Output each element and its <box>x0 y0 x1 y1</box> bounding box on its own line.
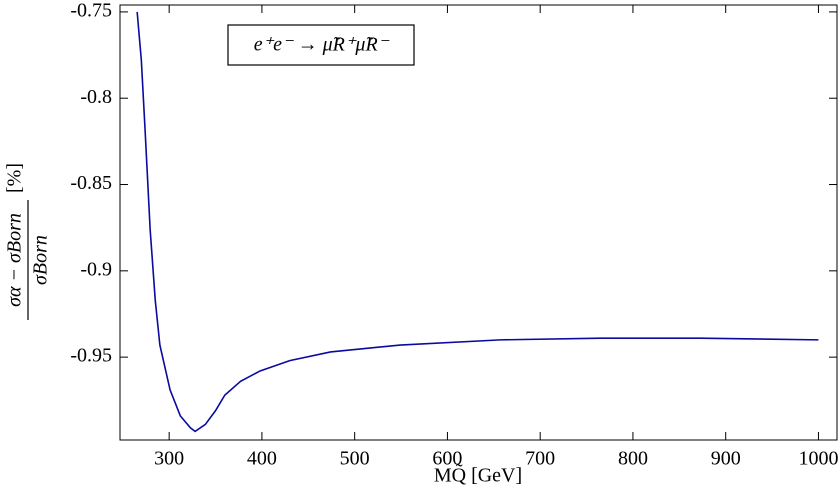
annotation-box <box>227 24 415 66</box>
y-label-numerator: σα − σBorn <box>4 213 26 307</box>
y-tick-label: -0.95 <box>70 345 112 367</box>
y-tick-label: -0.75 <box>70 0 112 21</box>
x-tick-label: 1000 <box>798 448 838 470</box>
x-tick-label: 800 <box>618 448 648 470</box>
x-tick-label: 400 <box>247 448 277 470</box>
series-line <box>136 11 819 433</box>
x-axis-label: MQ̃ [GeV] <box>434 463 522 487</box>
y-tick-label: -0.9 <box>80 258 112 280</box>
y-label-unit: [%] <box>4 163 26 193</box>
y-axis-label: σα − σBorn σBorn [%] <box>4 163 52 320</box>
annotation: e⁺e⁻ → μ̃R⁺μ̃R⁻ <box>254 34 390 56</box>
y-label-denominator: σBorn <box>30 235 52 285</box>
x-tick-label: 600 <box>432 448 462 470</box>
x-tick-label: 900 <box>711 448 741 470</box>
plot-frame <box>119 4 838 441</box>
x-tick-label: 300 <box>154 448 184 470</box>
x-tick-label: 700 <box>525 448 555 470</box>
y-tick-label: -0.8 <box>80 86 112 108</box>
x-tick-label: 500 <box>340 448 370 470</box>
y-tick-label: -0.85 <box>70 172 112 194</box>
